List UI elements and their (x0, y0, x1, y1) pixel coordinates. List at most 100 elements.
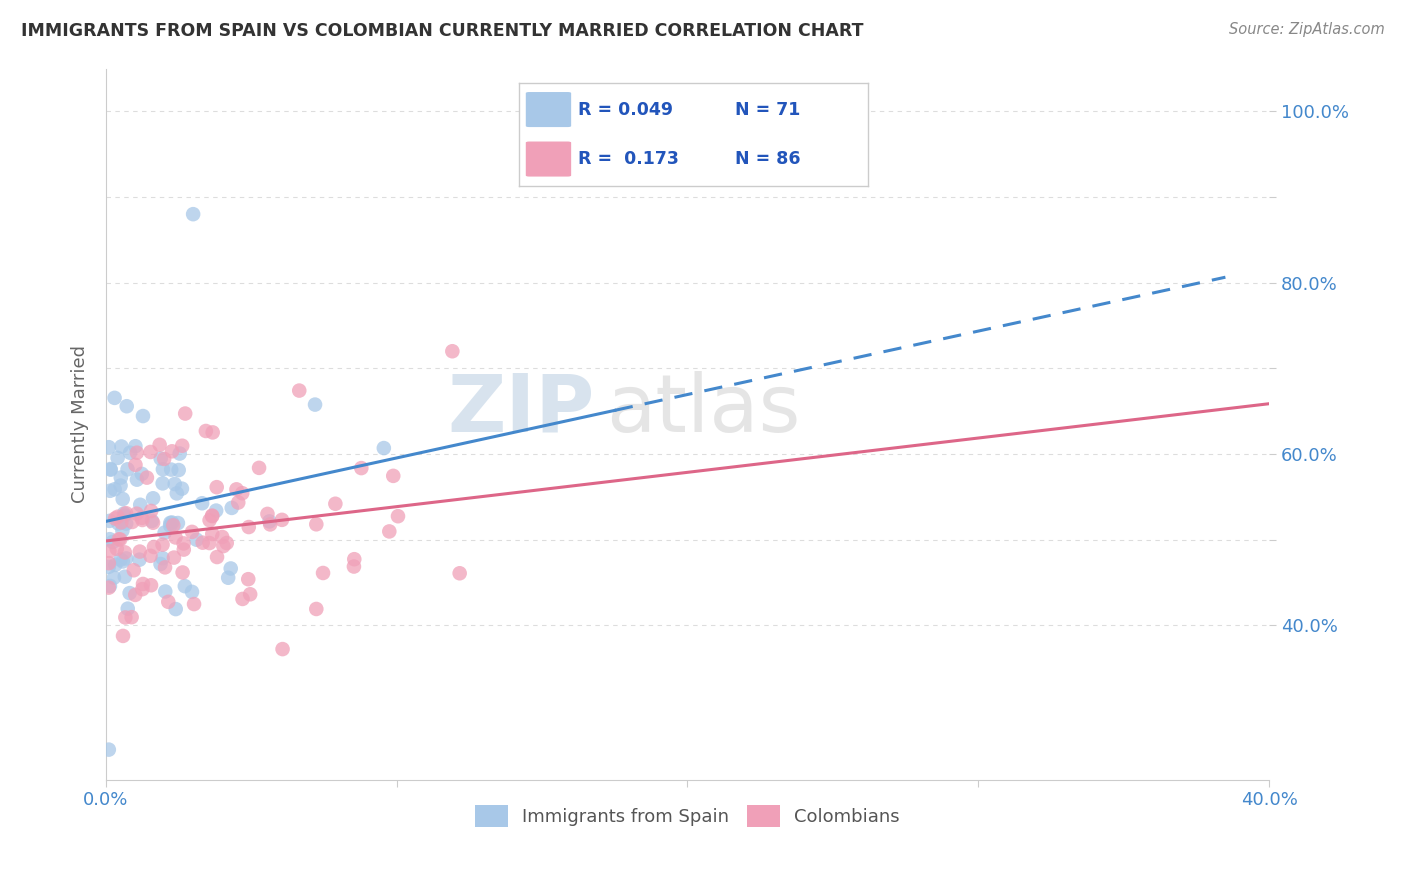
Point (160, 516, 183, 530)
Point (162, 518, 184, 533)
Point (160, 462, 183, 476)
Point (256, 507, 278, 521)
Point (112, 507, 135, 521)
Point (128, 552, 150, 566)
Point (117, 601, 139, 615)
Point (226, 495, 249, 509)
Point (382, 468, 405, 483)
Point (97, 742, 120, 756)
Point (111, 524, 134, 538)
Point (212, 539, 235, 553)
Point (205, 503, 228, 517)
Point (118, 586, 141, 600)
Point (100, 463, 122, 477)
Point (124, 588, 146, 602)
Point (194, 424, 217, 438)
Point (205, 549, 228, 564)
Point (201, 508, 224, 523)
Point (98, 514, 121, 528)
Point (305, 517, 328, 532)
Point (211, 530, 233, 544)
Point (143, 540, 166, 554)
Point (159, 518, 181, 533)
Point (186, 533, 208, 547)
Point (132, 409, 155, 423)
Text: Source: ZipAtlas.com: Source: ZipAtlas.com (1229, 22, 1385, 37)
Point (166, 486, 188, 500)
Point (170, 482, 193, 496)
Point (128, 544, 150, 558)
Point (122, 563, 145, 577)
Point (104, 511, 127, 525)
Point (325, 497, 347, 511)
Point (149, 557, 172, 571)
Point (139, 578, 162, 592)
Point (111, 554, 134, 568)
Point (142, 491, 165, 506)
Point (125, 473, 148, 487)
Point (110, 440, 132, 454)
Point (97, 559, 120, 574)
Text: ZIP: ZIP (447, 371, 595, 449)
Point (343, 559, 366, 574)
Point (167, 463, 190, 477)
Point (111, 491, 134, 506)
Point (110, 552, 132, 566)
Legend: Immigrants from Spain, Colombians: Immigrants from Spain, Colombians (468, 798, 907, 835)
Point (121, 610, 143, 624)
Point (103, 391, 125, 405)
Point (115, 551, 138, 566)
Point (152, 462, 174, 476)
Point (343, 552, 366, 566)
Point (104, 483, 127, 497)
Point (173, 579, 195, 593)
Point (125, 446, 148, 460)
Point (98, 579, 121, 593)
Point (201, 425, 224, 440)
Point (312, 566, 335, 580)
Point (163, 477, 186, 491)
Point (139, 549, 162, 563)
Point (135, 470, 157, 484)
Point (131, 513, 153, 527)
Point (107, 509, 129, 524)
Point (152, 538, 174, 552)
Point (153, 560, 176, 574)
Point (132, 577, 155, 591)
Point (259, 517, 281, 532)
Point (173, 536, 195, 550)
Point (205, 480, 228, 494)
Point (131, 582, 153, 596)
Point (350, 461, 373, 475)
Point (124, 439, 146, 453)
Point (201, 509, 224, 524)
Point (378, 524, 401, 539)
Point (181, 207, 204, 221)
Point (215, 536, 238, 550)
Point (174, 407, 197, 421)
Point (98, 532, 121, 546)
Point (191, 496, 214, 510)
Point (152, 476, 174, 491)
Point (98, 483, 121, 498)
Point (114, 610, 136, 624)
Point (165, 531, 187, 545)
Point (103, 571, 125, 585)
Point (165, 602, 187, 616)
Point (104, 558, 127, 572)
Point (305, 602, 328, 616)
Point (160, 444, 183, 458)
Point (373, 441, 395, 455)
Point (115, 516, 138, 531)
Point (142, 516, 165, 530)
Point (191, 535, 214, 549)
Point (139, 504, 162, 518)
Point (159, 516, 181, 530)
Point (115, 399, 138, 413)
Point (98, 544, 121, 558)
Point (114, 570, 136, 584)
Point (108, 533, 131, 547)
Text: IMMIGRANTS FROM SPAIN VS COLOMBIAN CURRENTLY MARRIED CORRELATION CHART: IMMIGRANTS FROM SPAIN VS COLOMBIAN CURRE… (21, 22, 863, 40)
Point (114, 508, 136, 523)
Point (111, 629, 134, 643)
